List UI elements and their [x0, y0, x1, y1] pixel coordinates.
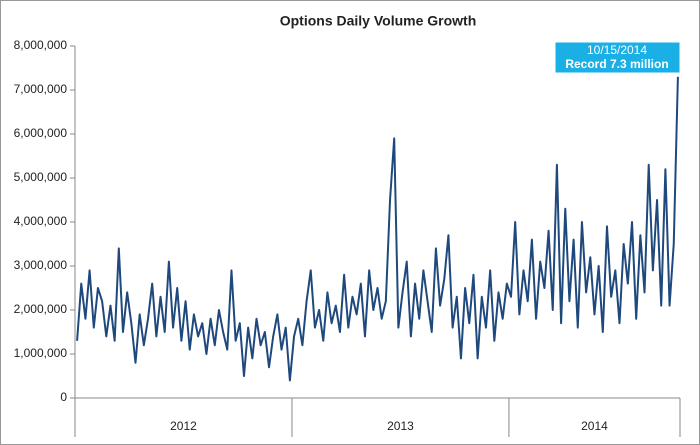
annotation-text: Record 7.3 million	[565, 57, 668, 71]
y-tick-label: 2,000,000	[14, 302, 68, 316]
annotation-box	[554, 41, 681, 74]
y-tick-label: 6,000,000	[14, 126, 68, 140]
y-tick-label: 8,000,000	[14, 38, 68, 52]
y-tick-label: 5,000,000	[14, 170, 68, 184]
y-tick-label: 3,000,000	[14, 258, 68, 272]
x-group-label: 2013	[387, 419, 414, 433]
y-tick-label: 1,000,000	[14, 346, 68, 360]
annotation-text: 10/15/2014	[587, 43, 647, 57]
x-group-label: 2012	[170, 419, 197, 433]
chart-title: Options Daily Volume Growth	[280, 13, 477, 29]
y-tick-label: 7,000,000	[14, 82, 68, 96]
y-tick-label: 4,000,000	[14, 214, 68, 228]
y-tick-label: 0	[60, 390, 67, 404]
series-line	[76, 76, 679, 382]
x-group-label: 2014	[581, 419, 608, 433]
